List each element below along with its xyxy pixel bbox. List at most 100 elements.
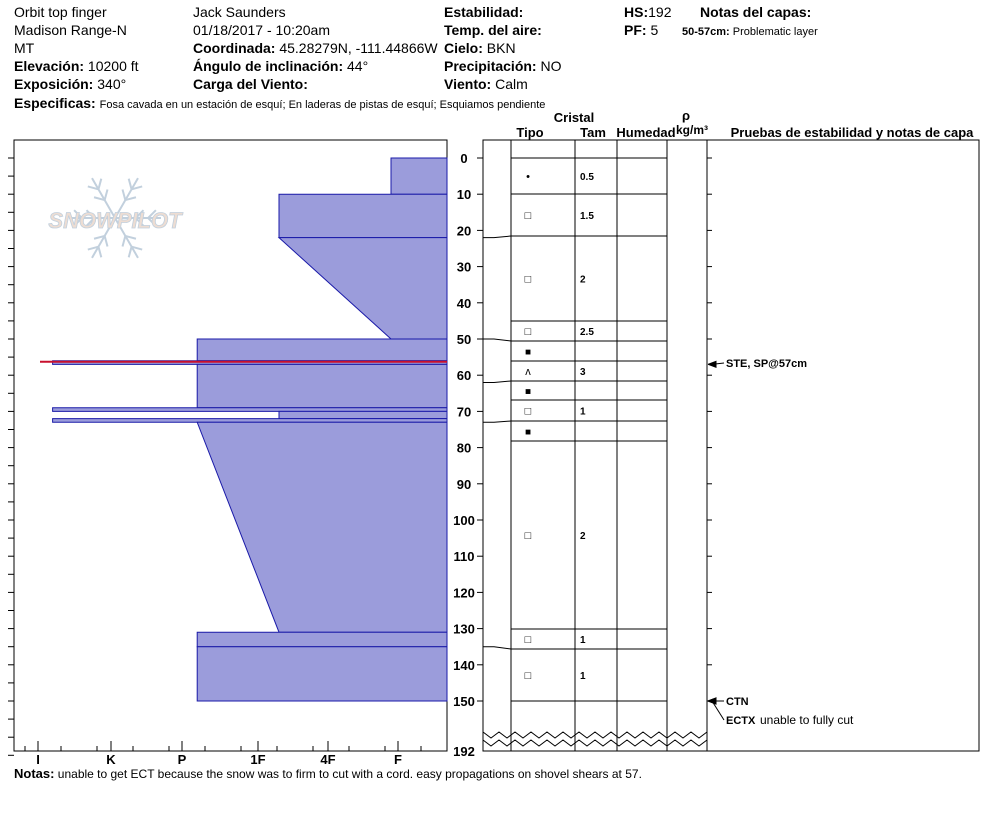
depth-break-line (482, 731, 708, 739)
wind: Viento: Calm (444, 76, 528, 92)
col-tests: Pruebas de estabilidad y notas de capa (731, 125, 975, 140)
test-arrow-line (711, 700, 725, 721)
depth-label: 50 (457, 332, 471, 347)
hs-label: HS: (624, 4, 649, 20)
watermark-text: SNOWPILOT (48, 208, 183, 233)
crystal-size-value: 2 (580, 531, 586, 542)
snowflake-branch (103, 189, 109, 201)
snowflake-arm (114, 217, 139, 259)
crystal-type-glyph: □ (525, 406, 532, 418)
col-size: Tam (580, 125, 606, 140)
layer-table: • 0.5 □ 1.5 □ 2 □ 2.5 ■ ʌ 3 ■ □ 1 ■ □ 2 □ 1 □ 1 (511, 157, 667, 702)
specifics-label: Especificas: (14, 95, 96, 111)
aspect: Exposición: 340° (14, 76, 126, 92)
aspect-value: 340° (97, 76, 127, 92)
stability: Estabilidad: (444, 4, 523, 20)
test-label: CTN (726, 696, 749, 708)
crystal-size-value: 2 (580, 275, 586, 286)
depth-break-zigzag (482, 731, 708, 747)
sky-label: Cielo: (444, 40, 483, 56)
snowflake-branch (127, 246, 133, 258)
layer-note-text: Problematic layer (732, 26, 818, 38)
notes: Notas: unable to get ECT because the sno… (14, 766, 642, 781)
col-density-unit: kg/m³ (676, 123, 708, 137)
hardness-label: I (36, 752, 40, 767)
hardness-layer (278, 410, 448, 420)
air-temp-label: Temp. del aire: (444, 22, 542, 38)
depth-connector (483, 646, 512, 650)
hardness-label: P (178, 752, 187, 767)
test-label: STE, SP@57cm (726, 358, 807, 370)
snow-profile-chart: SNOWPILOT I K P 1F 4F F 010203040506070809010… (8, 108, 980, 767)
elevation-label: Elevación: (14, 58, 85, 74)
coord-value: 45.28279N, -111.44866W (279, 40, 438, 56)
elevation: Elevación: 10200 ft (14, 58, 139, 74)
col-crystal: Cristal (554, 110, 594, 125)
crystal-size-value: 1 (580, 407, 586, 418)
depth-label: 140 (453, 658, 475, 673)
precip-label: Precipitación: (444, 58, 537, 74)
snowflake-arm (114, 177, 139, 219)
snowflake-branch (85, 209, 96, 219)
snowflake-branch (97, 246, 103, 258)
hardness-layers (40, 157, 448, 702)
depth-label: 20 (457, 223, 471, 238)
hardness-layer (390, 157, 448, 195)
snowflake-branch (93, 234, 105, 240)
snowflake-arm (91, 177, 116, 219)
snowflake-branch (131, 245, 143, 251)
depth-label: 70 (457, 404, 471, 419)
snowflake-branch (85, 217, 96, 227)
depth-connector (483, 235, 512, 239)
depth-label: 60 (457, 368, 471, 383)
hardness-label: F (394, 752, 402, 767)
foot-penetration: PF: 5 (624, 22, 658, 38)
crystal-type-glyph: • (526, 171, 530, 183)
depth-bottom-label: 192 (453, 744, 475, 759)
layer-note-range: 50-57cm: (682, 26, 730, 38)
depth-connectors (483, 235, 512, 650)
precip-value: NO (540, 58, 562, 74)
observer-name: Jack Saunders (193, 4, 286, 20)
hardness-axis: I K P 1F 4F F (24, 741, 422, 767)
depth-label: 30 (457, 260, 471, 275)
hardness-label: K (106, 752, 116, 767)
crystal-size-value: 2.5 (580, 327, 594, 338)
precipitation: Precipitación: NO (444, 58, 561, 74)
snowflake-branch (147, 217, 157, 227)
pf-value: 5 (650, 22, 659, 38)
snowflake-branch (147, 209, 157, 219)
depth-connector (483, 380, 512, 383)
hardness-layer (196, 646, 448, 702)
snowflake-branch (87, 245, 99, 251)
wind-loading: Carga del Viento: (193, 76, 308, 92)
hardness-label: 1F (250, 752, 265, 767)
elevation-value: 10200 ft (87, 58, 139, 74)
col-moisture: Humedad (616, 125, 675, 140)
coord-label: Coordinada: (193, 40, 276, 56)
slope-label: Ángulo de inclinación: (193, 58, 344, 74)
crystal-type-glyph: □ (525, 326, 532, 338)
wind-value: Calm (495, 76, 528, 92)
notes-label: Notas: (14, 766, 55, 781)
crystal-type-glyph: □ (525, 530, 532, 542)
snowflake-branch (127, 178, 133, 190)
snow-height: HS:192 (624, 4, 671, 20)
hardness-layer (196, 421, 448, 633)
hardness-layer (196, 363, 448, 409)
crystal-size-value: 1 (580, 635, 586, 646)
snowflake-branch (87, 185, 99, 191)
snowflake-branch (125, 196, 137, 202)
snowflake-branch (73, 209, 83, 219)
depth-label: 90 (457, 477, 471, 492)
specifics: Especificas: Fosa cavada en un estación … (14, 95, 545, 113)
crystal-type-glyph: ■ (525, 347, 531, 358)
depth-connector (483, 338, 512, 342)
snowflake-branch (93, 196, 105, 202)
snowflake-arm (91, 217, 116, 259)
layer-table-frame (482, 139, 980, 752)
snowflake-branch (97, 178, 103, 190)
depth-break-line (482, 739, 708, 747)
test-label: ECTX (726, 715, 756, 727)
test-comment: unable to fully cut (760, 713, 854, 727)
